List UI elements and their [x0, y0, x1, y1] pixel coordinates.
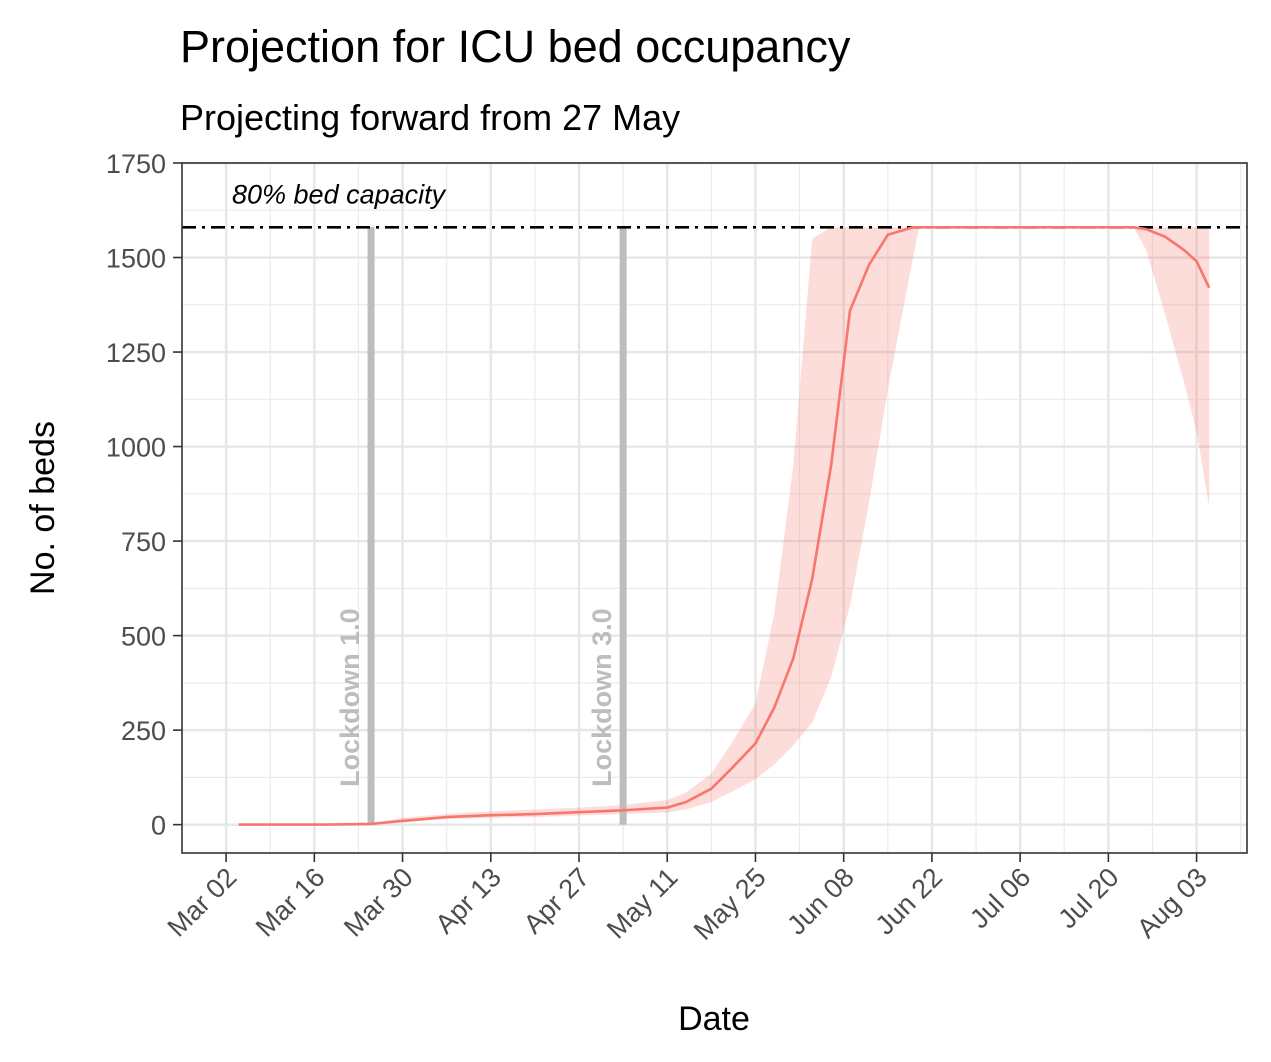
capacity-label: 80% bed capacity [232, 179, 447, 209]
grid [182, 161, 1247, 853]
y-tick-label: 750 [121, 527, 166, 557]
series-lines [238, 226, 1211, 826]
plot-border [181, 162, 1248, 854]
x-tick-label: Mar 30 [338, 862, 419, 943]
y-axis: 0 250 500 750 1000 1250 1500 1750 [106, 149, 182, 841]
y-axis-title: No. of beds [24, 421, 62, 595]
x-tick-label: Jun 22 [870, 862, 949, 941]
x-tick-label: Jun 08 [781, 862, 860, 941]
x-tick-label: Jul 06 [964, 862, 1036, 934]
x-tick-label: Apr 13 [430, 862, 507, 939]
event-label: Lockdown 1.0 [335, 608, 365, 787]
y-tick-label: 1250 [106, 338, 166, 368]
plot-background [182, 163, 1247, 853]
capacity-group: 80% bed capacity [182, 179, 1247, 229]
x-axis: Mar 02 Mar 16 Mar 30 Apr 13 Apr 27 May 11 May … [162, 853, 1213, 946]
event-lines: Lockdown 1.0 Lockdown 3.0 [335, 227, 627, 825]
chart-title: Projection for ICU bed occupancy [180, 21, 851, 72]
plot-area: Lockdown 1.0 Lockdown 3.0 80% bed capacit… [181, 161, 1248, 854]
series-line [238, 226, 1211, 826]
x-tick-label: Mar 02 [162, 862, 243, 943]
x-tick-label: May 11 [601, 862, 683, 944]
y-tick-label: 0 [151, 811, 166, 841]
x-tick-label: Mar 16 [250, 862, 331, 943]
y-tick-label: 250 [121, 716, 166, 746]
x-tick-label: Jul 20 [1052, 862, 1124, 934]
x-axis-title: Date [678, 1000, 750, 1038]
y-tick-label: 500 [121, 622, 166, 652]
x-tick-label: Aug 03 [1131, 862, 1213, 944]
event-label: Lockdown 3.0 [587, 608, 617, 787]
x-tick-label: Apr 27 [518, 862, 595, 939]
y-tick-label: 1500 [106, 244, 166, 274]
y-tick-label: 1000 [106, 433, 166, 463]
x-tick-label: May 25 [688, 862, 772, 946]
y-tick-label: 1750 [106, 149, 166, 179]
chart-subtitle: Projecting forward from 27 May [180, 97, 680, 138]
